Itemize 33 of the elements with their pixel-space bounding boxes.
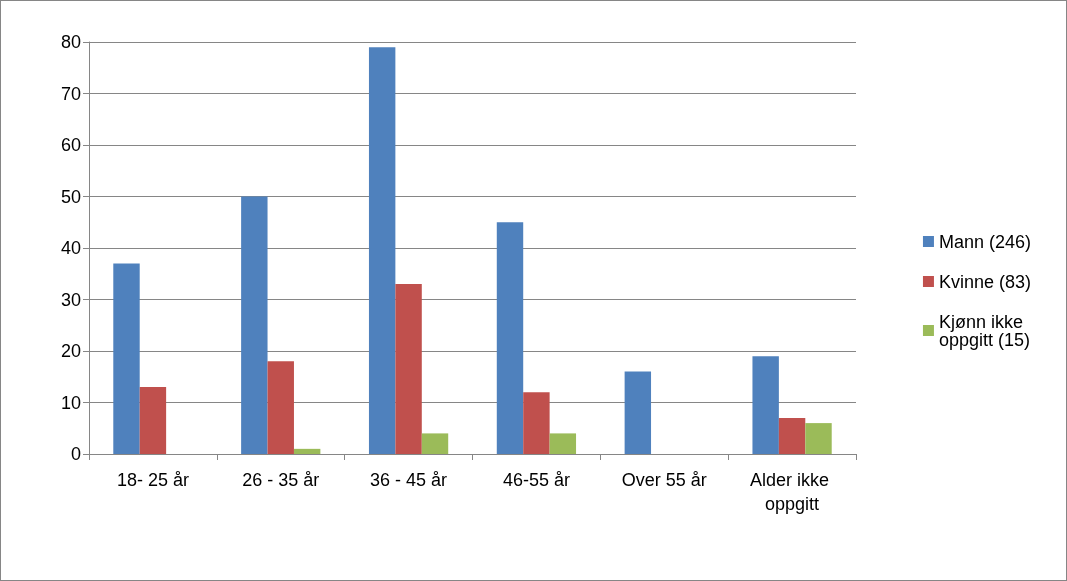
bar	[624, 371, 652, 454]
bar	[113, 263, 140, 454]
y-tick-label: 50	[60, 186, 81, 207]
y-tick-label: 20	[60, 341, 81, 361]
x-tick-label: 46-55 år	[502, 470, 570, 490]
bar	[395, 284, 422, 454]
bar	[549, 433, 577, 454]
x-tick-label: Alder ikke oppgitt	[750, 470, 835, 514]
bar	[368, 47, 396, 454]
legend-label: Mann (246)	[938, 231, 1032, 252]
bar	[752, 356, 779, 454]
bar	[805, 423, 832, 454]
y-tick-label: 40	[60, 238, 81, 258]
x-tick-label: 36 - 45 år	[370, 470, 448, 490]
bar	[267, 361, 294, 454]
x-tick-label: Over 55 år	[621, 470, 707, 490]
x-tick-label: 26 - 35 år	[242, 470, 320, 490]
y-tick-label: 60	[60, 135, 81, 155]
y-tick-label: 0	[70, 444, 81, 464]
y-tick-label: 30	[60, 289, 81, 310]
bar	[241, 196, 268, 454]
bar	[778, 417, 806, 454]
y-tick-label: 80	[60, 32, 81, 52]
bar	[421, 433, 449, 454]
bar	[523, 392, 550, 454]
bar	[139, 387, 167, 454]
bar	[293, 448, 321, 454]
legend-label: Kjønn ikke oppgitt (15)	[938, 311, 1031, 350]
y-tick-label: 10	[60, 392, 81, 413]
x-tick-label: 18- 25 år	[116, 470, 189, 490]
legend-label: Kvinne (83)	[938, 271, 1032, 292]
bar	[496, 222, 524, 454]
y-tick-label: 70	[60, 83, 81, 104]
